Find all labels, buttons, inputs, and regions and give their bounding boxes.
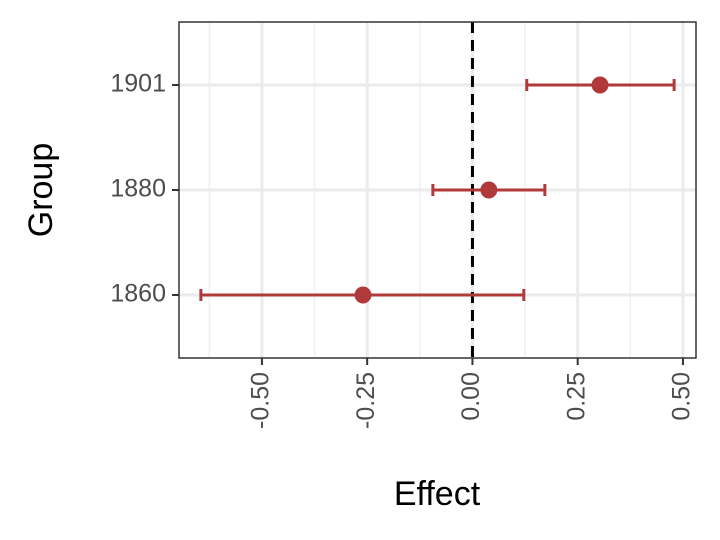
y-axis-title: Group	[22, 143, 60, 238]
y-tick-label: 1901	[110, 70, 166, 98]
point	[354, 286, 372, 304]
y-tick-label: 1860	[110, 280, 166, 308]
panel-border	[178, 21, 697, 359]
x-axis-title: Effect	[394, 475, 481, 513]
x-tick-label: -0.50	[247, 372, 275, 429]
x-tick-label: 0.25	[562, 372, 590, 421]
point	[480, 181, 498, 199]
x-tick-label: 0.00	[457, 372, 485, 421]
x-tick-label: -0.25	[352, 372, 380, 429]
point	[591, 76, 609, 94]
x-tick-label: 0.50	[668, 372, 696, 421]
y-tick-label: 1880	[110, 175, 166, 203]
